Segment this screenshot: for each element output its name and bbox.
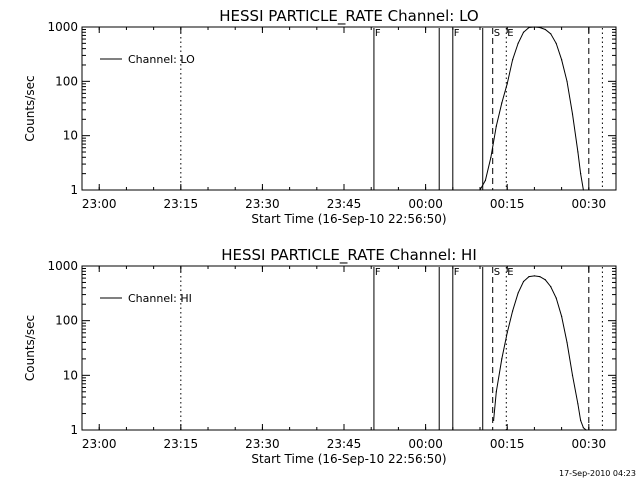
x-tick-label: 23:15: [164, 437, 199, 451]
chart-title-2: HESSI PARTICLE_RATE Channel: HI: [221, 246, 477, 265]
x-tick-label: 00:15: [490, 197, 525, 211]
event-marker-label: F: [454, 267, 460, 278]
data-point: [490, 156, 492, 158]
data-point: [517, 42, 519, 44]
data-point: [512, 310, 514, 312]
data-point: [561, 59, 563, 61]
y-tick-label: 1000: [47, 259, 78, 273]
x-tick-label: 23:00: [82, 437, 117, 451]
event-marker-label: F: [375, 267, 381, 278]
y-tick-label: 100: [55, 314, 78, 328]
x-tick-label: 00:30: [572, 197, 607, 211]
plot-frame-2: [81, 265, 617, 431]
data-point: [495, 125, 497, 127]
x-tick-label: 23:45: [327, 197, 362, 211]
data-point: [517, 292, 519, 294]
data-point: [577, 403, 579, 405]
legend-label: Channel: HI: [128, 292, 192, 305]
y-axis-label: Counts/sec: [23, 75, 37, 141]
data-point: [550, 33, 552, 35]
data-point: [506, 332, 508, 334]
x-tick-label: 23:15: [164, 197, 199, 211]
data-point: [528, 26, 530, 29]
x-tick-label: 00:30: [572, 437, 607, 451]
y-tick-label: 1: [70, 183, 78, 197]
data-point: [585, 429, 587, 431]
y-tick-label: 10: [63, 129, 78, 143]
data-point: [582, 427, 584, 429]
y-tick-label: 100: [55, 74, 78, 88]
data-point: [512, 59, 514, 61]
data-point: [522, 31, 525, 33]
series-line-2: [493, 275, 587, 431]
data-point: [566, 80, 568, 82]
event-marker-label: E: [507, 267, 513, 278]
y-tick-label: 1000: [47, 20, 78, 34]
y-tick-label: 1: [70, 423, 78, 437]
y-axis-label: Counts/sec: [23, 315, 37, 381]
data-point: [522, 280, 525, 283]
data-point: [566, 341, 568, 344]
data-point: [539, 26, 541, 29]
x-axis-label: Start Time (16-Sep-10 22:56:50): [251, 452, 446, 466]
plot-frame-1: [81, 26, 617, 191]
chart-title-1: HESSI PARTICLE_RATE Channel: LO: [219, 7, 478, 26]
data-point: [544, 279, 546, 281]
data-point: [493, 419, 495, 421]
data-point: [539, 275, 541, 278]
data-point: [582, 189, 584, 191]
data-point: [580, 173, 582, 175]
data-point: [506, 83, 508, 85]
generation-timestamp: 17-Sep-2010 04:23: [559, 469, 636, 478]
data-point: [571, 374, 574, 376]
data-point: [479, 189, 481, 191]
data-point: [580, 419, 582, 421]
data-point: [561, 315, 563, 317]
y-tick-label: 10: [63, 368, 78, 382]
x-tick-label: 00:00: [408, 437, 443, 451]
x-tick-label: 00:15: [490, 437, 525, 451]
event-marker-label: S: [494, 267, 500, 278]
series-line-1: [479, 26, 584, 191]
data-point: [555, 297, 557, 299]
legend-label: Channel: LO: [128, 53, 195, 66]
data-point: [501, 358, 503, 360]
x-tick-label: 00:00: [408, 197, 443, 211]
data-point: [550, 285, 552, 288]
data-point: [577, 151, 579, 153]
event-marker-label: S: [494, 28, 500, 39]
data-point: [533, 26, 536, 28]
event-marker-label: E: [507, 28, 513, 39]
data-point: [484, 179, 487, 182]
data-point: [495, 391, 497, 393]
x-axis-label: Start Time (16-Sep-10 22:56:50): [251, 212, 446, 226]
x-tick-label: 23:00: [82, 197, 117, 211]
data-point: [533, 275, 536, 277]
x-tick-label: 23:45: [327, 437, 362, 451]
data-point: [501, 102, 503, 104]
data-point: [571, 113, 574, 115]
event-marker-label: F: [375, 28, 381, 39]
event-marker-label: F: [454, 28, 460, 39]
x-tick-label: 23:30: [245, 197, 280, 211]
data-point: [555, 42, 557, 44]
data-point: [528, 275, 530, 278]
data-point: [544, 28, 546, 31]
x-tick-label: 23:30: [245, 437, 280, 451]
